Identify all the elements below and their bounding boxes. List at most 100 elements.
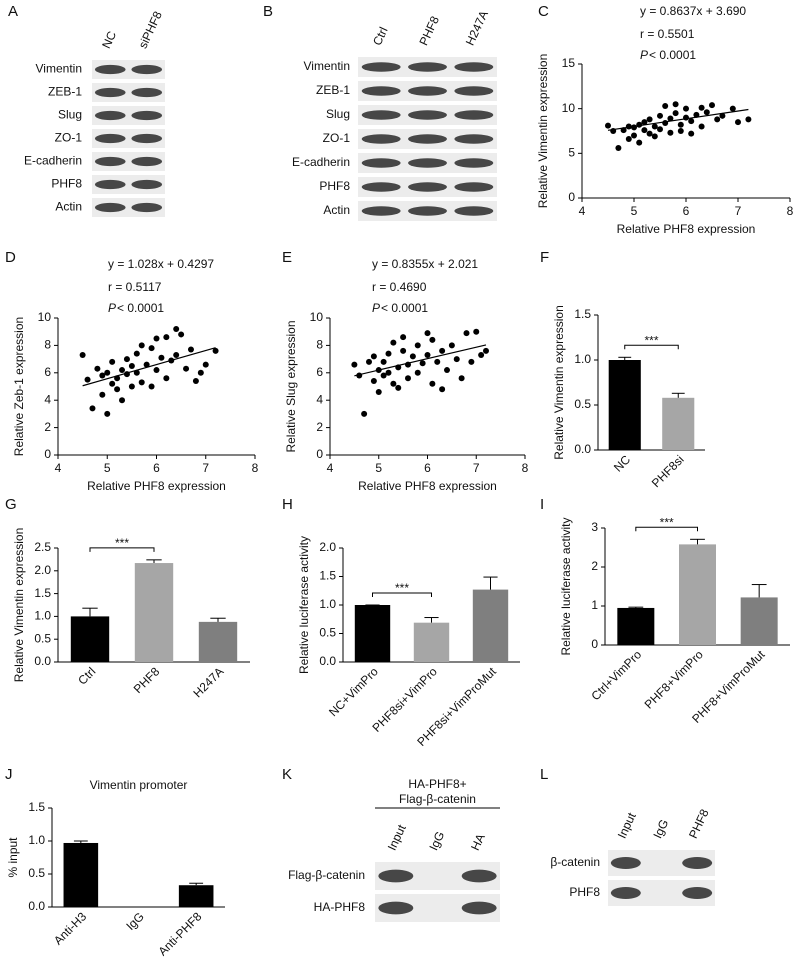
lane-label: HA [468,832,488,853]
point [168,357,175,364]
row-label: PHF8 [569,885,600,899]
point [128,362,135,369]
band [131,133,163,144]
point [173,351,180,358]
point [651,133,658,140]
y-tick-label: 1.0 [574,352,591,366]
point [84,376,91,383]
point [202,361,209,368]
x-tick-label: Anti-H3 [51,909,89,947]
bar [134,563,174,662]
y-tick-label: 0.5 [28,866,45,880]
y-tick-label: 1 [591,598,598,612]
band [378,869,414,883]
point [148,345,155,352]
band [361,86,401,96]
lane-label: NC [99,29,119,51]
y-tick-label: 0 [316,447,323,461]
y-tick-label: 15 [562,56,576,70]
point [94,365,101,372]
point [173,325,180,332]
bar [354,605,391,662]
point [133,369,140,376]
y-tick-label: 10 [310,310,324,324]
point [424,351,431,358]
band [361,158,401,168]
x-tick-label: 5 [104,461,111,475]
y-tick-label: 0.0 [319,654,336,668]
x-tick-label: 8 [252,461,259,475]
y-tick-label: 1.0 [34,609,51,623]
point [651,123,658,130]
point [153,335,160,342]
point [380,358,387,365]
point [683,114,689,121]
y-tick-label: 2 [44,420,51,434]
point [631,132,637,139]
point [448,342,455,349]
point [183,365,190,372]
band [408,110,447,120]
row-label: Slug [58,108,82,122]
point [473,328,480,335]
point [361,410,368,417]
point [99,372,106,379]
blot-strip [92,152,165,171]
r-value: r = 0.5501 [640,27,695,41]
x-tick-label: PHF8+VimPro [642,647,706,711]
y-tick-label: 10 [38,310,52,324]
bar [198,621,238,662]
point [119,367,126,374]
point [719,112,726,119]
point [119,397,126,404]
point [636,121,643,128]
y-axis-label: % input [6,837,20,878]
point [641,119,648,126]
band [454,86,494,96]
row-label: ZEB-1 [48,85,82,99]
point [104,410,111,417]
y-tick-label: 0.5 [319,626,336,640]
point [444,367,450,374]
y-tick-label: 2 [316,420,323,434]
point [89,405,96,412]
panel-label: H [282,496,293,513]
row-label: PHF8 [319,179,350,193]
bar [178,885,214,907]
fit-line [82,347,216,387]
point [375,367,382,374]
y-tick-label: 1.5 [319,569,336,583]
point [703,109,710,116]
point [178,331,185,338]
bar [662,397,695,450]
point [79,351,86,358]
significance-label: *** [660,515,674,529]
y-tick-label: 6 [44,365,51,379]
point [212,347,219,354]
point [745,116,752,123]
point [414,342,421,349]
point [114,386,121,393]
band [610,887,641,899]
p-label: P [108,301,116,315]
point [463,330,470,337]
y-tick-label: 2.5 [34,540,51,554]
row-label: ZEB-1 [316,83,350,97]
band [408,158,447,168]
band [408,134,447,144]
point [662,102,669,109]
y-tick-label: 1.5 [34,586,51,600]
p-value: < 0.0001 [381,301,428,315]
point [114,375,121,382]
blot-strip [92,60,165,79]
band [408,62,447,72]
band [94,202,126,213]
lane-label: PHF8 [686,807,712,841]
point [128,383,135,390]
bar [679,544,716,645]
y-axis-label: Relative luciferase activity [559,517,573,655]
row-label: E-cadherin [24,154,82,168]
point [646,130,653,137]
y-tick-label: 3 [591,520,598,534]
band [131,64,163,75]
